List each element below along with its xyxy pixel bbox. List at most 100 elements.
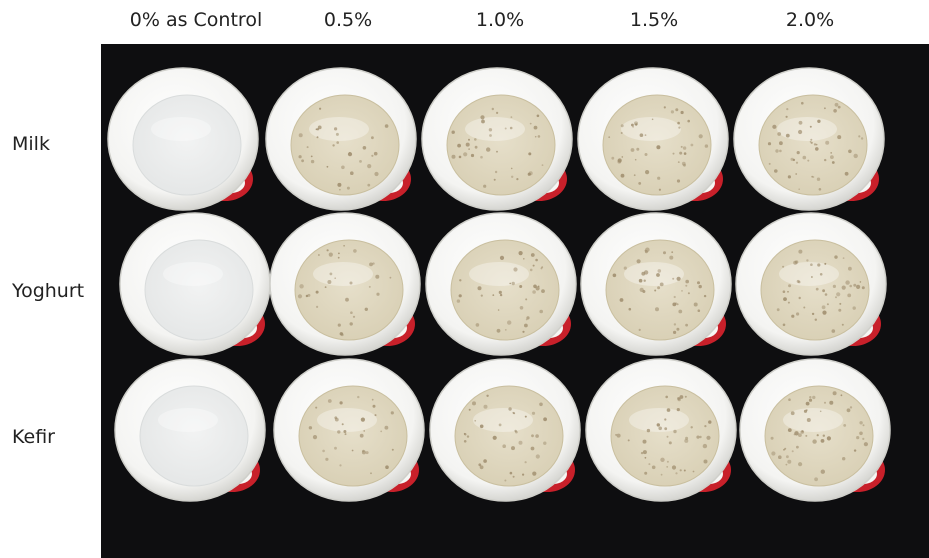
residue-speck	[808, 398, 813, 402]
residue-speck	[363, 430, 366, 432]
residue-speck	[648, 463, 651, 466]
residue-speck	[620, 124, 624, 128]
residue-speck	[315, 406, 318, 409]
residue-speck	[335, 132, 339, 136]
cup-glare	[779, 262, 839, 286]
cup-bottom	[144, 239, 254, 341]
cup	[580, 212, 732, 356]
residue-speck	[327, 280, 332, 284]
residue-speck	[779, 141, 783, 146]
residue-speck	[374, 414, 377, 417]
residue-speck	[640, 451, 644, 455]
residue-speck	[685, 323, 688, 327]
residue-speck	[698, 284, 702, 289]
residue-speck	[535, 454, 540, 459]
residue-speck	[797, 280, 801, 284]
residue-speck	[537, 285, 540, 288]
residue-speck	[474, 420, 477, 422]
residue-speck	[496, 328, 501, 333]
residue-speck	[676, 303, 679, 306]
residue-speck	[812, 439, 817, 444]
residue-speck	[343, 430, 347, 433]
residue-speck	[837, 105, 841, 109]
residue-speck	[687, 119, 690, 123]
residue-speck	[463, 152, 468, 157]
residue-speck	[830, 155, 834, 159]
residue-speck	[859, 431, 863, 436]
residue-speck	[670, 110, 675, 114]
residue-speck	[374, 171, 379, 177]
residue-speck	[810, 263, 813, 266]
residue-speck	[336, 141, 339, 144]
residue-speck	[806, 259, 809, 262]
residue-speck	[660, 457, 665, 462]
residue-speck	[679, 151, 683, 155]
residue-speck	[492, 435, 497, 440]
residue-speck	[856, 284, 861, 289]
residue-speck	[638, 278, 643, 283]
residue-speck	[638, 182, 642, 185]
residue-speck	[543, 417, 547, 422]
residue-speck	[798, 296, 801, 300]
residue-speck	[633, 174, 636, 177]
residue-speck	[299, 284, 304, 289]
residue-speck	[810, 141, 813, 144]
residue-speck	[782, 323, 786, 327]
residue-speck	[831, 329, 836, 333]
residue-speck	[798, 249, 803, 254]
residue-speck	[504, 127, 507, 130]
residue-speck	[853, 153, 858, 159]
residue-speck	[318, 254, 320, 256]
residue-speck	[297, 294, 303, 299]
residue-speck	[842, 457, 846, 461]
residue-speck	[364, 307, 368, 311]
residue-speck	[676, 179, 681, 183]
residue-speck	[683, 152, 687, 155]
residue-speck	[483, 184, 487, 188]
residue-speck	[468, 138, 470, 141]
residue-speck	[848, 266, 852, 271]
residue-speck	[509, 126, 513, 130]
cup-glare	[317, 408, 377, 432]
residue-speck	[499, 293, 503, 297]
residue-speck	[310, 155, 313, 158]
residue-speck	[510, 116, 513, 118]
residue-speck	[339, 401, 343, 405]
residue-speck	[656, 423, 660, 427]
residue-speck	[457, 143, 461, 148]
residue-speck	[620, 173, 625, 178]
residue-speck	[509, 471, 513, 475]
residue-speck	[315, 128, 318, 131]
residue-speck	[371, 398, 374, 401]
residue-speck	[849, 406, 853, 409]
residue-speck	[525, 318, 528, 321]
cup	[739, 358, 891, 502]
residue-speck	[841, 323, 844, 326]
residue-speck	[810, 138, 813, 141]
residue-speck	[703, 459, 708, 464]
residue-speck	[340, 333, 344, 337]
residue-speck	[451, 130, 455, 134]
cup-photo	[101, 44, 929, 558]
residue-speck	[815, 287, 819, 291]
residue-speck	[704, 144, 709, 148]
residue-speck	[349, 281, 353, 285]
residue-speck	[337, 182, 342, 187]
residue-speck	[782, 265, 785, 268]
residue-speck	[796, 445, 799, 449]
residue-speck	[359, 433, 364, 438]
cup	[585, 358, 737, 502]
residue-speck	[839, 302, 842, 305]
residue-speck	[658, 426, 662, 431]
residue-speck	[361, 450, 366, 455]
residue-speck	[532, 290, 536, 294]
residue-speck	[787, 290, 789, 293]
cup-bottom	[139, 385, 249, 487]
residue-speck	[860, 137, 864, 140]
residue-speck	[654, 289, 657, 292]
residue-speck	[623, 266, 627, 270]
residue-speck	[775, 149, 779, 153]
residue-speck	[638, 328, 641, 331]
residue-speck	[507, 320, 512, 325]
residue-speck	[474, 145, 478, 149]
